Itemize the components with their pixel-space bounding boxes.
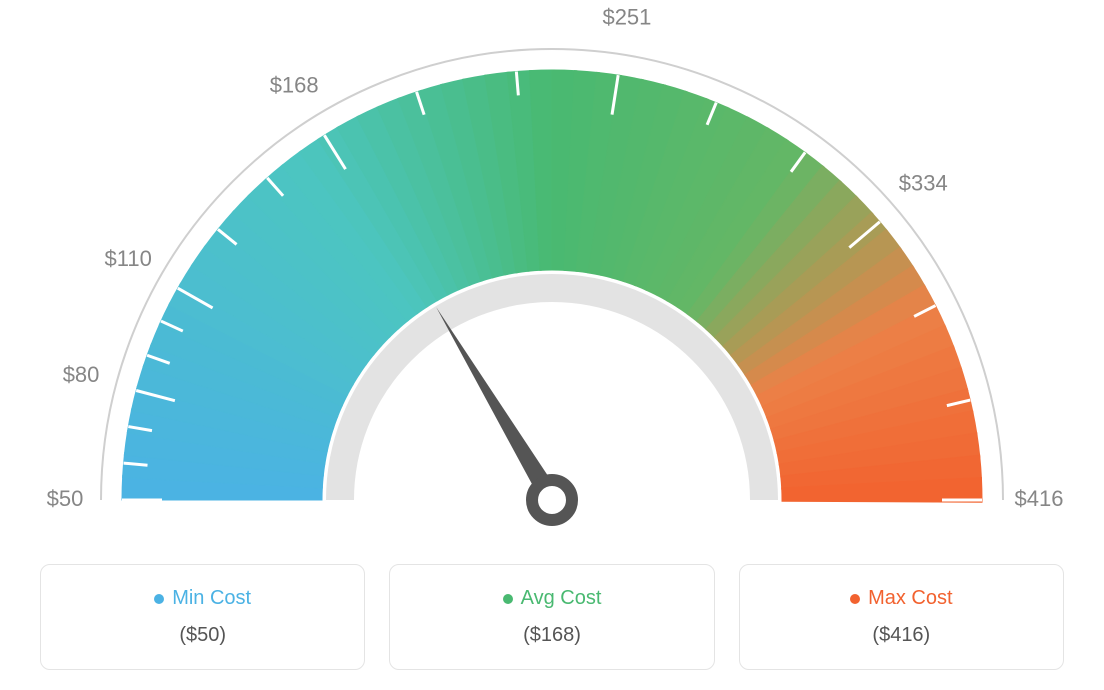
- max-cost-title: Max Cost: [850, 587, 952, 610]
- avg-cost-card: Avg Cost ($168): [389, 564, 714, 670]
- tick-label: $80: [63, 362, 100, 387]
- legend-row: Min Cost ($50) Avg Cost ($168) Max Cost …: [40, 564, 1064, 670]
- avg-cost-value: ($168): [400, 624, 703, 647]
- max-cost-card: Max Cost ($416): [739, 564, 1064, 670]
- tick-label: $416: [1015, 486, 1064, 511]
- avg-cost-title: Avg Cost: [503, 587, 602, 610]
- min-cost-value: ($50): [51, 624, 354, 647]
- dot-icon: [503, 594, 513, 604]
- tick-label: $251: [602, 5, 651, 30]
- tick-label: $334: [899, 171, 948, 196]
- dot-icon: [154, 594, 164, 604]
- min-cost-title: Min Cost: [154, 587, 251, 610]
- avg-cost-label: Avg Cost: [521, 587, 602, 610]
- tick-label: $110: [105, 246, 152, 271]
- cost-gauge: $50 $80 $110 $168 $251 $334 $416: [0, 0, 1104, 560]
- tick-label: $168: [270, 73, 319, 98]
- min-cost-card: Min Cost ($50): [40, 564, 365, 670]
- tick-label: $50: [47, 486, 84, 511]
- gauge-svg: $50 $80 $110 $168 $251 $334 $416: [0, 0, 1104, 560]
- max-cost-label: Max Cost: [868, 587, 952, 610]
- dot-icon: [850, 594, 860, 604]
- min-cost-label: Min Cost: [172, 587, 251, 610]
- max-cost-value: ($416): [750, 624, 1053, 647]
